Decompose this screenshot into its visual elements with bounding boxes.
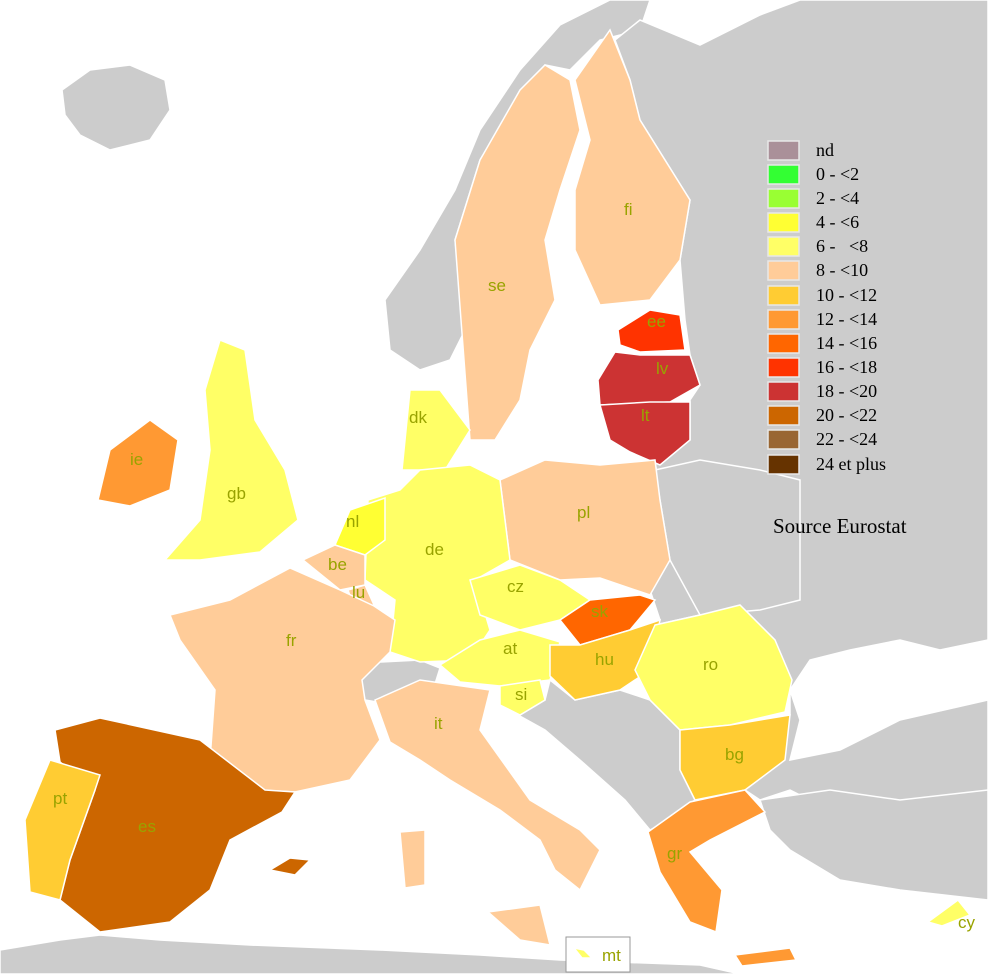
label-ro: ro — [703, 655, 718, 674]
label-fr: fr — [286, 631, 297, 650]
legend-label: 8 - <10 — [816, 260, 868, 280]
eu-countries — [24, 28, 972, 967]
legend-swatch — [767, 405, 800, 426]
legend-swatch — [767, 236, 800, 257]
legend-swatch — [767, 212, 800, 233]
label-it: it — [434, 714, 443, 733]
label-lt: lt — [641, 406, 650, 425]
legend-label: 18 - <20 — [816, 381, 877, 401]
country-si[interactable] — [499, 679, 546, 716]
label-gb: gb — [227, 484, 246, 503]
malta-inset — [565, 936, 631, 973]
label-be: be — [328, 555, 347, 574]
country-bg[interactable] — [679, 714, 791, 801]
malta-inset-box — [565, 936, 631, 973]
label-lu: lu — [352, 583, 365, 602]
country-ie[interactable] — [97, 419, 179, 507]
country-se[interactable] — [454, 64, 581, 441]
legend-label: 24 et plus — [816, 454, 886, 474]
legend-swatch — [767, 285, 800, 306]
legend-label: 12 - <14 — [816, 309, 877, 329]
country-fr[interactable] — [168, 567, 396, 793]
legend-label: 16 - <18 — [816, 357, 877, 377]
country-labels: se fi ee lv lt pl dk de nl be lu fr gb i… — [53, 200, 976, 965]
country-dk[interactable] — [401, 389, 471, 471]
country-lt[interactable] — [599, 401, 691, 466]
label-mt: mt — [602, 946, 621, 965]
legend-swatch — [767, 333, 800, 354]
label-pt: pt — [53, 789, 67, 808]
legend-swatch — [767, 309, 800, 330]
label-ie: ie — [130, 450, 143, 469]
label-lv: lv — [656, 359, 669, 378]
label-bg: bg — [725, 745, 744, 764]
country-nl[interactable] — [333, 496, 386, 556]
legend-label: 22 - <24 — [816, 429, 877, 449]
country-fi[interactable] — [574, 28, 691, 306]
label-es: es — [138, 817, 156, 836]
country-pt[interactable] — [24, 759, 101, 901]
legend-label: nd — [816, 140, 834, 160]
legend-label: 4 - <6 — [816, 212, 859, 232]
label-cy: cy — [958, 913, 976, 932]
label-sk: sk — [591, 602, 609, 621]
label-gr: gr — [667, 844, 682, 863]
country-be[interactable] — [301, 544, 366, 591]
eastern-europe-russia — [614, 0, 988, 841]
legend-swatch — [767, 188, 800, 209]
legend-label: 10 - <12 — [816, 285, 877, 305]
label-fi: fi — [624, 200, 633, 219]
turkey — [759, 789, 988, 901]
legend-label: 0 - <2 — [816, 164, 859, 184]
legend-swatch — [767, 140, 800, 161]
country-it-sardinia[interactable] — [399, 829, 426, 889]
country-cy[interactable] — [926, 898, 972, 927]
label-cz: cz — [507, 577, 524, 596]
country-mt[interactable] — [572, 946, 594, 959]
country-it-sicily[interactable] — [486, 904, 552, 946]
legend-label: 6 - <8 — [816, 236, 868, 256]
country-it[interactable] — [374, 679, 601, 892]
source-note: Source Eurostat — [773, 514, 907, 538]
country-ro[interactable] — [634, 604, 793, 731]
country-gr[interactable] — [647, 789, 767, 934]
legend-swatch — [767, 164, 800, 185]
label-hu: hu — [595, 650, 614, 669]
label-de: de — [425, 540, 444, 559]
legend-swatch — [767, 429, 800, 450]
legend-swatch — [767, 381, 800, 402]
legend-swatch — [767, 357, 800, 378]
legend-label: 20 - <22 — [816, 405, 877, 425]
label-pl: pl — [577, 503, 590, 522]
label-ee: ee — [647, 312, 666, 331]
label-se: se — [488, 276, 506, 295]
country-es-balearics[interactable] — [267, 857, 312, 876]
label-at: at — [503, 639, 517, 658]
north-africa — [0, 934, 741, 974]
legend: nd 0 - <2 2 - <4 4 - <6 6 - <8 8 - <10 10 - <1… — [767, 140, 886, 475]
country-gb[interactable] — [163, 338, 299, 561]
label-nl: nl — [346, 512, 359, 531]
iceland — [61, 64, 171, 151]
country-lv[interactable] — [597, 351, 701, 406]
legend-label: 14 - <16 — [816, 333, 877, 353]
legend-swatch — [767, 260, 800, 281]
label-dk: dk — [409, 408, 427, 427]
label-si: si — [515, 685, 527, 704]
country-ee[interactable] — [617, 309, 686, 353]
legend-label: 2 - <4 — [816, 188, 859, 208]
country-gr-crete[interactable] — [733, 947, 798, 967]
legend-swatch — [767, 454, 800, 475]
